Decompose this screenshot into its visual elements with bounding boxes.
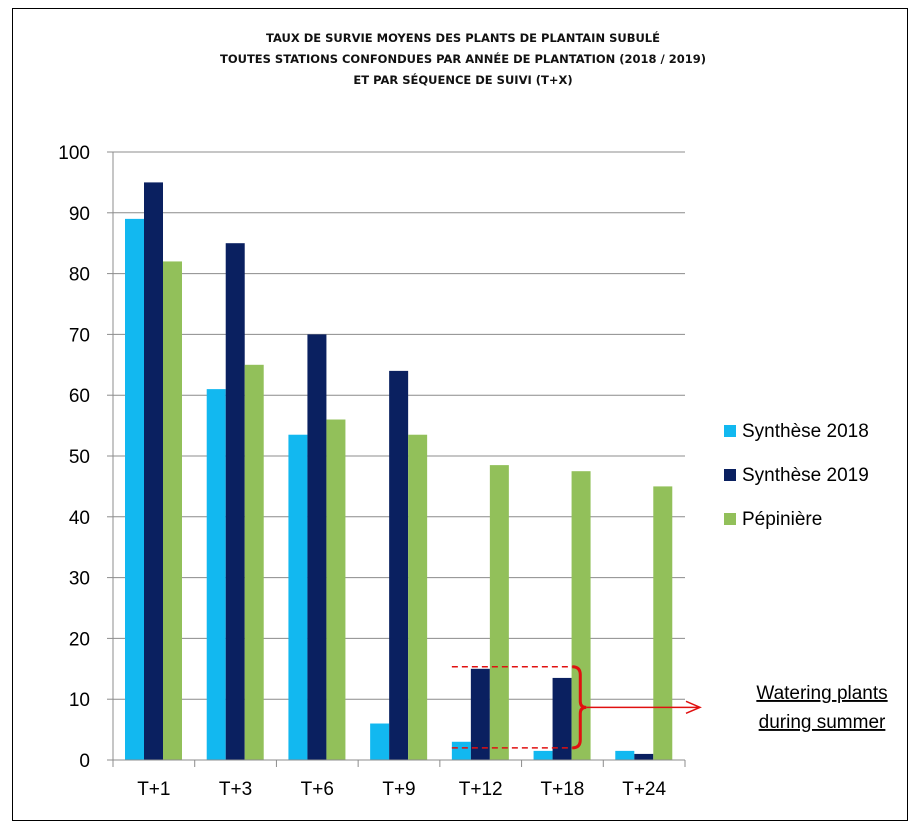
y-tick-label: 90: [69, 204, 90, 225]
bar: [451, 741, 471, 760]
bar: [389, 370, 409, 760]
bar: [552, 677, 572, 760]
y-tick-label: 0: [79, 751, 90, 772]
y-tick-label: 70: [69, 325, 90, 346]
legend-swatch: [724, 425, 736, 437]
x-tick-label: T+18: [541, 779, 585, 800]
arrow-head: [685, 700, 702, 715]
x-tick-label: T+6: [301, 779, 334, 800]
x-tick-label: T+24: [622, 779, 666, 800]
chart-title-line-3: ET PAR SÉQUENCE DE SUIVI (T+X): [353, 72, 572, 87]
chart-title-line-2: TOUTES STATIONS CONFONDUES PAR ANNÉE DE …: [220, 51, 706, 66]
bar: [370, 723, 390, 760]
watering-annotation: Watering plants during summer: [451, 665, 888, 750]
bar: [615, 750, 635, 760]
bar: [653, 486, 673, 760]
bar: [470, 668, 490, 760]
bar: [144, 182, 163, 760]
bar: [225, 243, 245, 760]
bar: [288, 434, 308, 760]
legend-label: Synthèse 2018: [742, 421, 869, 442]
y-tick-label: 100: [58, 143, 90, 164]
y-tick-label: 20: [69, 629, 90, 650]
y-tick-label: 10: [69, 690, 90, 711]
y-tick-label: 50: [69, 447, 90, 468]
y-tick-label: 80: [69, 265, 90, 286]
bar: [206, 389, 226, 760]
bar: [326, 419, 346, 760]
y-axis: 0 10 20 30 40 50 60 70 80 90 100: [58, 143, 114, 772]
bar: [634, 753, 654, 760]
bar: [125, 218, 144, 760]
legend-swatch: [724, 513, 736, 525]
bar: [307, 334, 327, 760]
legend: Synthèse 2018 Synthèse 2019 Pépinière: [724, 421, 869, 530]
legend-label: Synthèse 2019: [742, 465, 869, 486]
bar: [408, 434, 428, 760]
bar: [533, 750, 553, 760]
chart-title: TAUX DE SURVIE MOYENS DES PLANTS DE PLAN…: [220, 30, 706, 87]
legend-label: Pépinière: [742, 509, 822, 530]
bar: [163, 261, 182, 760]
x-axis: T+1 T+3 T+6 T+9 T+12 T+18 T+24: [112, 759, 686, 800]
bar: [571, 471, 591, 760]
annotation-line-1: Watering plants: [756, 683, 887, 704]
bars: [125, 182, 673, 760]
y-tick-label: 30: [69, 569, 90, 590]
x-tick-label: T+1: [137, 779, 170, 800]
annotation-line-2: during summer: [759, 712, 886, 733]
legend-swatch: [724, 469, 736, 481]
y-tick-label: 60: [69, 386, 90, 407]
bar: [244, 364, 264, 760]
x-tick-label: T+3: [219, 779, 252, 800]
y-tick-label: 40: [69, 508, 90, 529]
x-tick-label: T+9: [382, 779, 415, 800]
bar: [489, 465, 509, 760]
x-tick-label: T+12: [459, 779, 503, 800]
chart-title-line-1: TAUX DE SURVIE MOYENS DES PLANTS DE PLAN…: [266, 30, 660, 45]
